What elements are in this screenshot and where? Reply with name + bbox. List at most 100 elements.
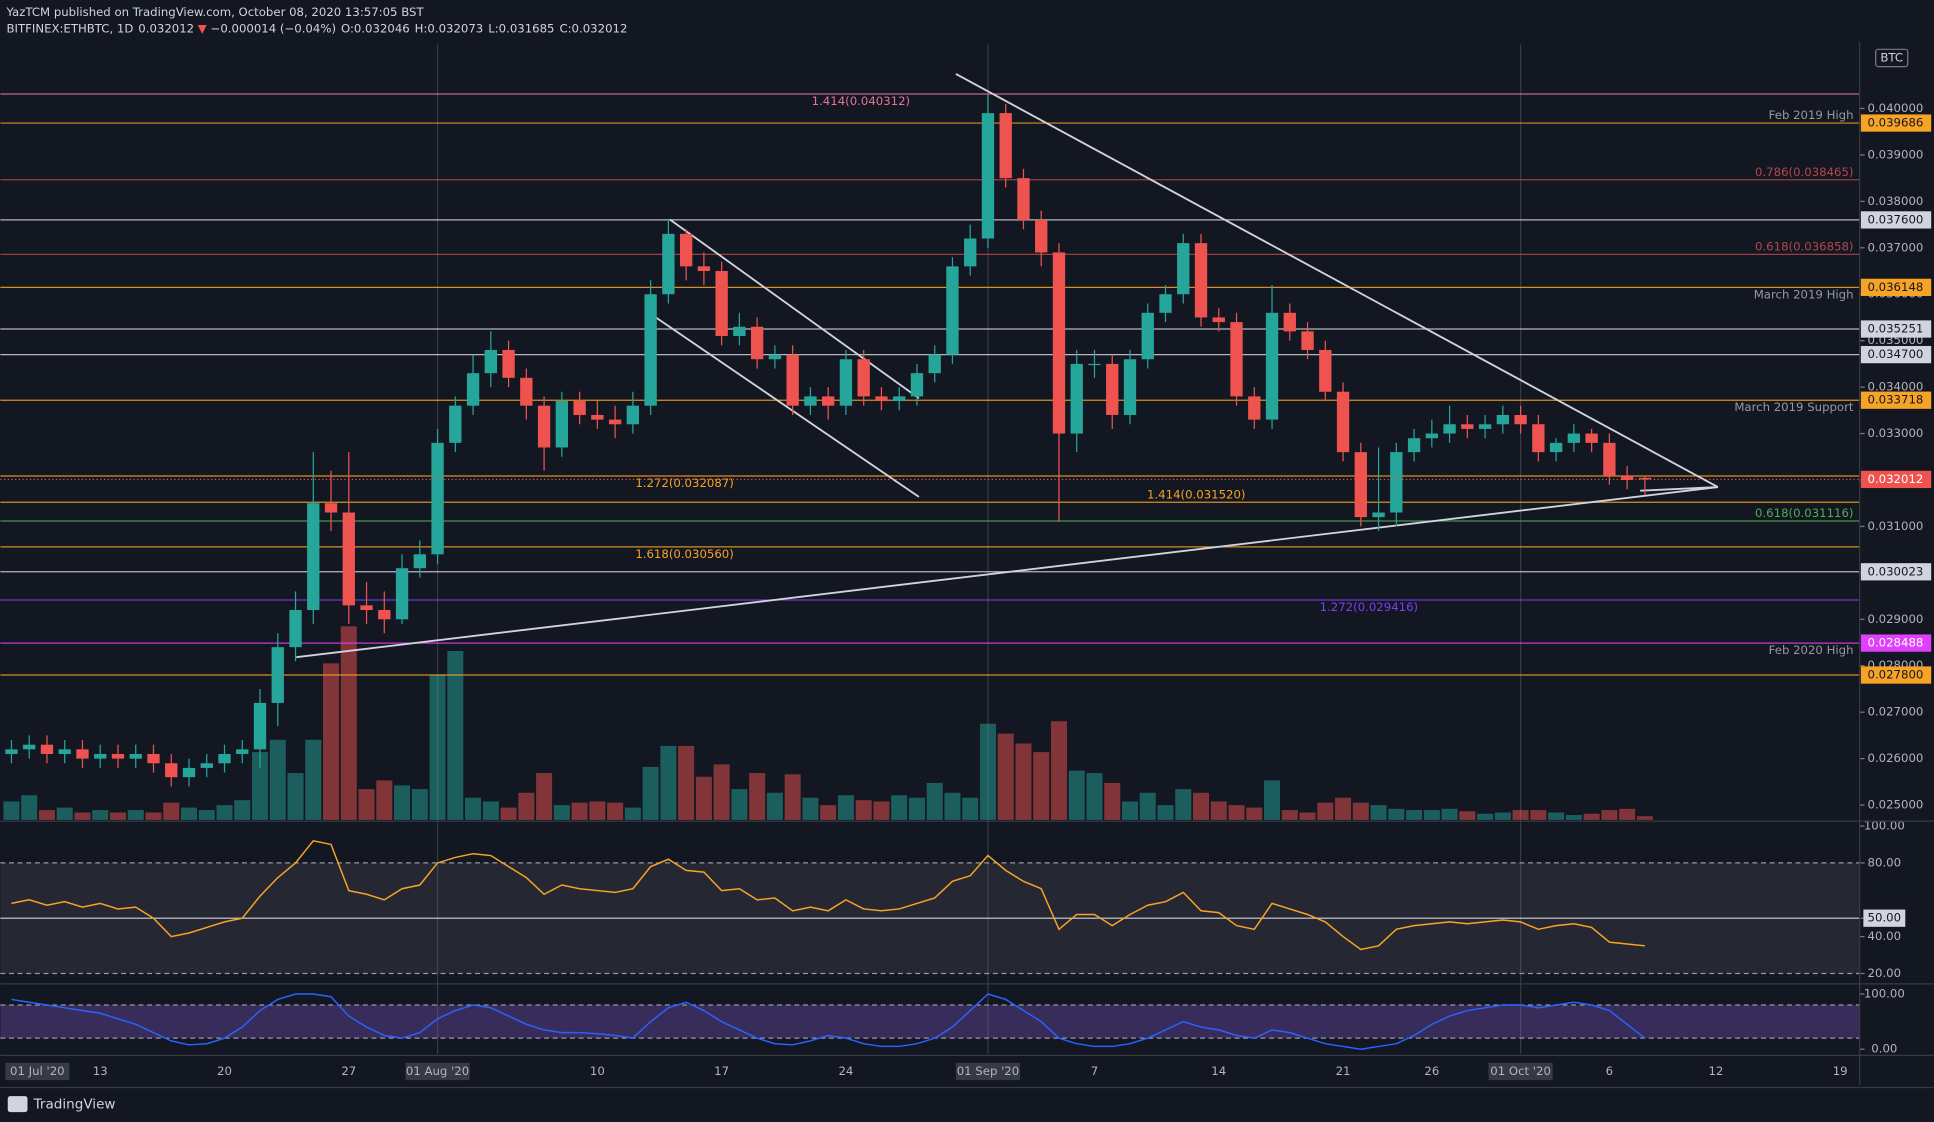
candle-body xyxy=(537,405,551,448)
volume-bar xyxy=(891,795,908,820)
candle-body xyxy=(289,610,302,648)
last-price-box xyxy=(1860,470,1932,489)
candle-body xyxy=(839,359,853,406)
candle-body xyxy=(94,753,107,759)
y-tick-label: 0.040000 xyxy=(1868,101,1924,115)
candle-body xyxy=(182,767,196,778)
change-arrow: ▼ xyxy=(198,21,207,35)
x-tick-label: 13 xyxy=(93,1064,108,1078)
x-tick-label: 10 xyxy=(590,1064,605,1078)
candle-body xyxy=(378,610,391,620)
logo-icon[interactable] xyxy=(7,1096,28,1113)
candle-body xyxy=(555,401,569,448)
volume-bar xyxy=(979,723,996,820)
volume-bar xyxy=(216,805,233,820)
candle-body xyxy=(591,414,604,420)
candle-body xyxy=(875,396,888,402)
candle-body xyxy=(5,749,18,754)
volume-bar xyxy=(926,782,943,820)
volume-bar xyxy=(394,785,411,820)
candle-body xyxy=(768,354,782,360)
x-tick-label: 01 Oct '20 xyxy=(1490,1064,1551,1078)
level-box-label: 0.037600 xyxy=(1868,212,1924,226)
candle-body xyxy=(999,113,1012,179)
volume-bar xyxy=(38,810,55,820)
candle-body xyxy=(1159,294,1172,313)
x-tick-label: 12 xyxy=(1708,1064,1723,1078)
volume-bar xyxy=(358,789,375,820)
volume-bar xyxy=(766,792,783,820)
candle-body xyxy=(1354,452,1367,518)
last-price-label: 0.032012 xyxy=(1868,472,1924,486)
candle-body xyxy=(928,354,941,374)
volume-bar xyxy=(1601,810,1618,820)
volume-bar xyxy=(234,800,251,820)
x-tick-label: 6 xyxy=(1606,1064,1613,1078)
candle-body xyxy=(1585,433,1598,443)
candle-body xyxy=(484,349,497,374)
candle-body xyxy=(58,749,71,754)
candle-body xyxy=(520,377,533,406)
volume-bar xyxy=(109,812,126,820)
x-tick-label: 27 xyxy=(341,1064,356,1078)
volume-bar xyxy=(749,773,766,820)
candle-body xyxy=(1123,359,1137,415)
volume-bar xyxy=(962,797,979,820)
candle-body xyxy=(1620,475,1634,480)
currency-badge[interactable] xyxy=(1875,48,1909,68)
plot-area: 01 Jul '20 13 20 27 01 Aug '20 10 17 24 01 Sep '… xyxy=(0,44,1932,1081)
candle-body xyxy=(1532,424,1545,453)
volume-bar xyxy=(447,651,464,820)
volume-bar xyxy=(252,752,269,820)
change: −0.000014 (−0.04%) xyxy=(211,21,336,35)
candle-body xyxy=(822,396,835,406)
x-tick-label: 01 Jul '20 xyxy=(10,1064,65,1078)
volume-bar xyxy=(837,795,854,820)
volume-bar xyxy=(607,802,624,820)
candle-body xyxy=(1372,512,1385,518)
volume-bar xyxy=(1068,770,1085,820)
candle-body xyxy=(1052,252,1066,434)
ohlc-low: L:0.031685 xyxy=(488,21,554,35)
level-box xyxy=(1860,320,1932,338)
volume-bar xyxy=(1530,810,1547,820)
candle-body xyxy=(1478,424,1492,429)
x-tick-label: 14 xyxy=(1211,1064,1226,1078)
volume-bar xyxy=(287,773,304,820)
logo[interactable]: TradingView xyxy=(7,1096,116,1113)
candle-body xyxy=(733,326,746,337)
candle-body xyxy=(662,233,675,295)
level-annotation: 0.618(0.031116) xyxy=(1755,506,1853,520)
ohlc-open: O:0.032046 xyxy=(341,21,410,35)
rsi-tick-label: 20.00 xyxy=(1868,966,1902,980)
candle-body xyxy=(946,266,959,355)
logo-text[interactable]: TradingView xyxy=(33,1097,116,1113)
currency[interactable]: BTC xyxy=(1880,50,1903,64)
volume-bar xyxy=(1335,797,1352,820)
candle-body xyxy=(40,744,54,754)
trend-line xyxy=(669,218,920,399)
candle-body xyxy=(644,294,657,406)
volume-bar xyxy=(997,733,1014,820)
level-annotation: 1.272(0.029416) xyxy=(1320,600,1418,614)
volume-bar xyxy=(1050,721,1067,820)
candle-body xyxy=(1407,438,1421,453)
rsi-line xyxy=(11,839,1645,951)
candle-body xyxy=(893,396,906,402)
volume-bar xyxy=(500,807,517,820)
candle-body xyxy=(1106,363,1119,415)
volume-bar xyxy=(1370,805,1387,820)
candle-body xyxy=(200,763,213,768)
volume-bar xyxy=(1015,743,1032,820)
volume-bar xyxy=(1139,792,1156,820)
candle-body xyxy=(1603,442,1616,476)
volume-bar xyxy=(908,797,925,820)
candle-body xyxy=(1212,317,1225,323)
publisher: YazTCM published on TradingView.com, Oct… xyxy=(6,5,425,19)
candle-body xyxy=(1638,477,1652,480)
level-box-label: 0.027800 xyxy=(1868,668,1924,682)
candle-body xyxy=(1567,433,1581,443)
trend-line xyxy=(296,486,1718,659)
volume-bar xyxy=(56,807,73,820)
ohlc-high: H:0.032073 xyxy=(415,21,484,35)
